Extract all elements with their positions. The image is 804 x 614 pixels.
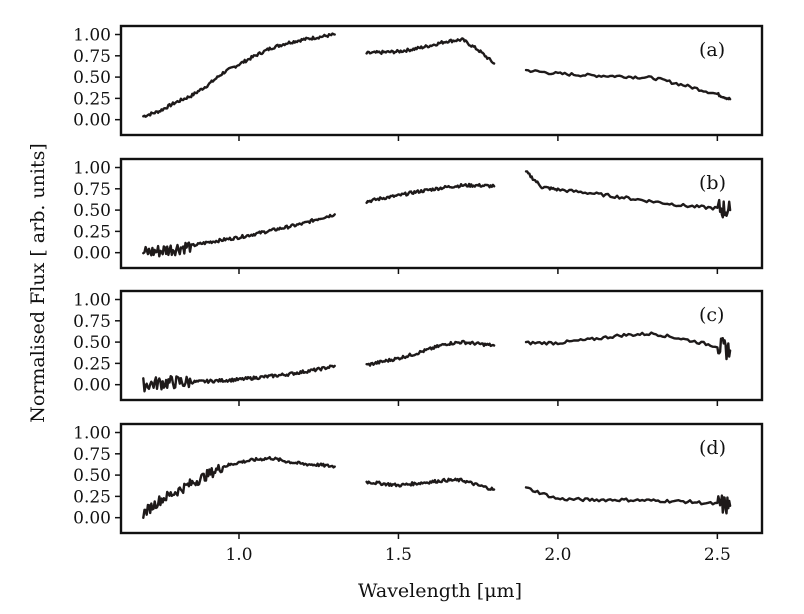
y-tick-label: 1.00 xyxy=(73,26,111,46)
y-tick-label: 0.25 xyxy=(73,222,111,242)
y-tick-label: 0.25 xyxy=(73,487,111,507)
y-tick-label: 1.00 xyxy=(73,291,111,311)
spectrum-segment xyxy=(365,182,496,205)
spectrum-segment xyxy=(365,37,496,65)
y-tick-label: 0.50 xyxy=(73,466,111,486)
y-tick-label: 0.00 xyxy=(73,376,111,396)
x-tick-label: 2.5 xyxy=(704,545,731,565)
y-tick-label: 1.00 xyxy=(73,159,111,179)
y-tick-label: 0.00 xyxy=(73,509,111,529)
spectrum-segment xyxy=(142,364,336,393)
panel-frame xyxy=(119,422,764,535)
y-tick-label: 0.75 xyxy=(73,445,111,465)
panel-label: (a) xyxy=(699,39,725,61)
y-axis-label: Normalised Flux [ arb. units] xyxy=(27,143,49,423)
spectrum-segment xyxy=(524,486,732,515)
y-tick-label: 1.00 xyxy=(73,424,111,444)
panel-frame xyxy=(119,289,764,402)
spectrum-segment xyxy=(142,32,336,118)
panel-label: (c) xyxy=(699,304,724,326)
y-tick-label: 0.75 xyxy=(73,47,111,67)
spectrum-segment xyxy=(365,339,496,367)
y-tick-label: 0.50 xyxy=(73,68,111,88)
x-tick-label: 2.0 xyxy=(544,545,571,565)
y-tick-label: 0.00 xyxy=(73,244,111,264)
spectrum-segment xyxy=(524,331,732,361)
panel-4: 1.000.750.500.250.00 1.0 1.5 2.0 2.5 (d) xyxy=(73,422,764,565)
x-tick-label: 1.5 xyxy=(385,545,412,565)
panel-1: 1.000.750.500.250.00 (a) xyxy=(73,24,764,141)
y-tick-label: 0.25 xyxy=(73,89,111,109)
x-axis-label: Wavelength [μm] xyxy=(358,580,522,602)
panel-frame xyxy=(119,24,764,137)
x-tick-label: 1.0 xyxy=(225,545,252,565)
panel-label: (d) xyxy=(699,437,726,459)
y-tick-label: 0.25 xyxy=(73,354,111,374)
spectrum-segment xyxy=(524,68,732,101)
spectrum-segment xyxy=(524,170,732,219)
y-tick-label: 0.75 xyxy=(73,312,111,332)
spectrum-segment xyxy=(142,456,336,519)
spectrum-segment xyxy=(142,213,336,258)
spectrum-segment xyxy=(365,477,496,491)
y-tick-label: 0.50 xyxy=(73,333,111,353)
panel-label: (b) xyxy=(699,172,726,194)
panel-3: 1.000.750.500.250.00 (c) xyxy=(73,289,764,406)
y-tick-label: 0.75 xyxy=(73,180,111,200)
y-tick-label: 0.00 xyxy=(73,111,111,131)
panel-2: 1.000.750.500.250.00 (b) xyxy=(73,157,764,274)
panel-frame xyxy=(119,157,764,270)
y-tick-label: 0.50 xyxy=(73,201,111,221)
